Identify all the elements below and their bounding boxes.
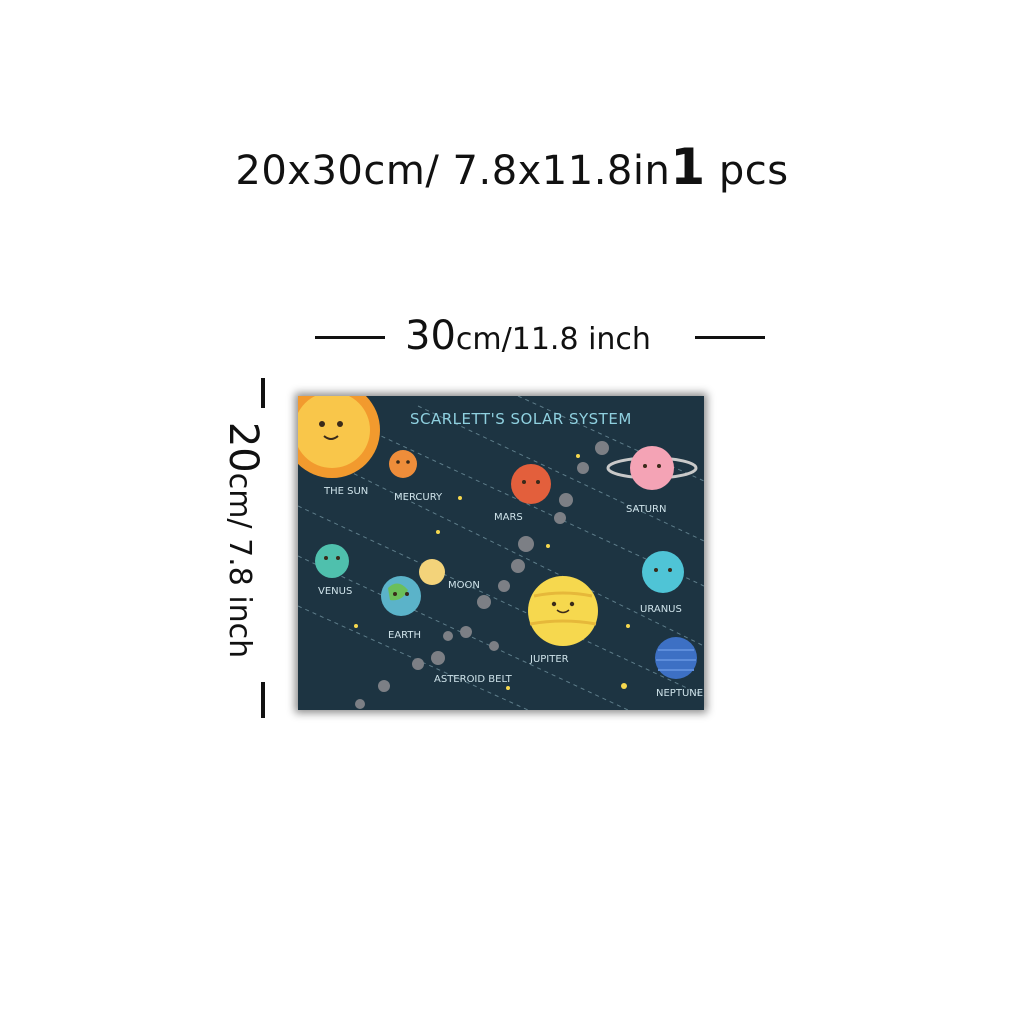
height-dimension-line-bottom [261,682,265,718]
label-jupiter: JUPITER [529,654,569,665]
label-venus: VENUS [318,586,352,597]
width-dimension-line-right [695,336,765,339]
width-dimension-label: 30cm/11.8 inch [405,313,651,359]
label-asteroid-belt: ASTEROID BELT [434,674,513,685]
saturn-illustration [630,446,674,490]
size-headline-text: 20x30cm/ 7.8x11.8in [235,148,671,194]
poster-title: SCARLETT'S SOLAR SYSTEM [410,410,632,428]
height-dimension-line-top [261,378,265,408]
quantity-unit: pcs [718,148,789,194]
size-headline: 20x30cm/ 7.8x11.8in1 pcs [0,138,1024,196]
width-dimension-line-left [315,336,385,339]
width-value: 30 [405,313,456,359]
venus-illustration [315,544,349,578]
moon-illustration [419,559,445,585]
asteroid-belt-rocks [355,441,609,709]
jupiter-illustration [528,576,598,646]
label-saturn: SATURN [626,504,666,515]
label-mars: MARS [494,512,523,523]
width-unit: cm/11.8 inch [455,322,651,357]
label-neptune: NEPTUNE [656,688,703,699]
label-mercury: MERCURY [394,492,443,503]
label-the-sun: THE SUN [323,486,368,497]
uranus-illustration [642,551,684,593]
label-moon: MOON [448,580,480,591]
height-value: 20 [220,421,266,473]
label-uranus: URANUS [640,604,682,615]
height-unit: cm/ 7.8 inch [222,472,257,659]
quantity-number: 1 [670,138,706,196]
sun-illustration [298,396,380,478]
mercury-illustration [389,450,417,478]
solar-system-poster: SCARLETT'S SOLAR SYSTEM [298,396,704,710]
poster-artwork: SCARLETT'S SOLAR SYSTEM [298,396,704,710]
mars-illustration [511,464,551,504]
neptune-illustration [655,637,697,679]
label-earth: EARTH [388,630,421,641]
